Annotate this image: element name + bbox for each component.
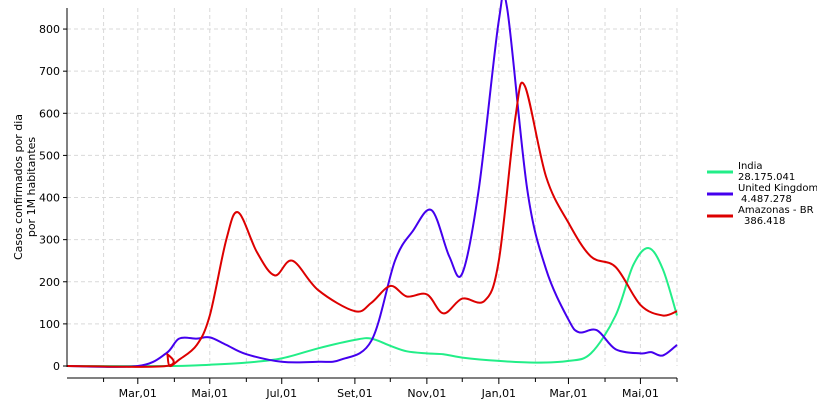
y-axis-title-line: Casos confirmados por dia — [12, 114, 25, 260]
x-tick-label: Mai,01 — [622, 387, 659, 400]
x-tick-label: Set,01 — [337, 387, 373, 400]
series-lines — [66, 0, 678, 368]
y-tick-label: 200 — [39, 276, 60, 289]
x-tick-label: Jul,01 — [265, 387, 297, 400]
y-tick-label: 0 — [53, 360, 60, 373]
y-tick-label: 500 — [39, 149, 60, 162]
legend-label: India — [738, 161, 763, 172]
y-tick-label: 100 — [39, 318, 60, 331]
series-line-united-kingdom — [66, 0, 678, 368]
y-tick-label: 300 — [39, 234, 60, 247]
legend-label: United Kingdom — [738, 183, 817, 194]
y-tick-label: 800 — [39, 23, 60, 36]
y-tick-label: 600 — [39, 107, 60, 120]
grid — [67, 8, 678, 366]
y-tick-label: 700 — [39, 65, 60, 78]
legend-label: Amazonas - BR — [738, 205, 814, 216]
x-tick-label: Mar,01 — [119, 387, 157, 400]
x-tick-label: Mar,01 — [549, 387, 587, 400]
series-line-india — [66, 247, 678, 368]
series-line-amazonas-br — [66, 81, 678, 368]
y-axis-title: Casos confirmados por dia por 1M habitant… — [12, 114, 38, 260]
y-tick-label: 400 — [39, 192, 60, 205]
legend-sublabel: 386.418 — [744, 216, 785, 227]
legend-sublabel: 28.175.041 — [738, 172, 795, 183]
x-tick-label: Nov,01 — [407, 387, 446, 400]
x-tick-label: Mai,01 — [191, 387, 228, 400]
x-tick-label: Jan,01 — [481, 387, 516, 400]
y-axis-title-line: por 1M habitantes — [25, 137, 38, 238]
legend-sublabel: 4.487.278 — [741, 194, 792, 205]
axes: 0 100 200 300 400 500 600 700 800 Mar,01 Mai,01 Jul… — [39, 8, 678, 400]
